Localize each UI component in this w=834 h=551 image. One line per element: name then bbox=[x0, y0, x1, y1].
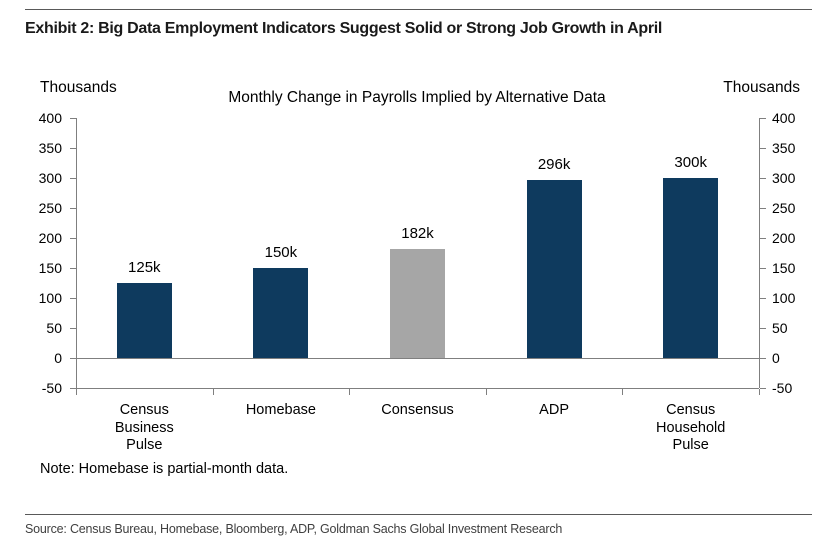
bar-value-label-census-household-pulse: 300k bbox=[674, 154, 707, 171]
bar-homebase bbox=[253, 268, 309, 358]
right-y-tickmark bbox=[760, 358, 766, 359]
bar-adp bbox=[526, 180, 582, 358]
left-y-tickmark bbox=[70, 208, 76, 209]
bar-census-household-pulse bbox=[663, 178, 719, 358]
y-tick-label-left: -50 bbox=[41, 380, 62, 396]
y-tick-label-right: 150 bbox=[772, 260, 796, 276]
y-tick-label-left: 300 bbox=[38, 170, 62, 186]
category-boundary-tick bbox=[485, 389, 487, 395]
left-y-tickmark bbox=[70, 358, 76, 359]
bar-value-label-consensus: 182k bbox=[401, 224, 434, 242]
left-y-tickmark bbox=[70, 148, 76, 149]
category-boundary-tick bbox=[76, 389, 77, 395]
category-label-adp: ADP bbox=[539, 402, 569, 418]
y-tick-label-right: 400 bbox=[772, 110, 796, 126]
right-y-axis-line bbox=[759, 118, 760, 388]
y-tick-label-left: 100 bbox=[38, 290, 62, 306]
right-y-tickmark bbox=[760, 388, 766, 389]
y-tick-label-right: 100 bbox=[772, 290, 796, 306]
y-tick-label-left: 50 bbox=[46, 320, 62, 336]
y-tick-label-left: 400 bbox=[38, 110, 62, 126]
category-boundary-tick bbox=[622, 389, 624, 395]
note-text: Note: Homebase is partial-month data. bbox=[40, 461, 289, 477]
exhibit-title: Exhibit 2: Big Data Employment Indicator… bbox=[25, 20, 663, 37]
category-boundary-tick bbox=[759, 389, 760, 395]
y-tick-label-left: 150 bbox=[38, 260, 62, 276]
chart-title: Monthly Change in Payrolls Implied by Al… bbox=[228, 89, 606, 106]
left-y-tickmark bbox=[70, 298, 76, 299]
category-label-consensus: Consensus bbox=[381, 402, 454, 418]
left-y-tickmark bbox=[70, 328, 76, 329]
left-y-axis-line bbox=[76, 118, 77, 388]
y-tick-label-right: -50 bbox=[772, 380, 793, 396]
right-y-tickmark bbox=[760, 298, 766, 299]
category-label-census-business-pulse: Census Business Pulse bbox=[114, 402, 174, 454]
left-y-tickmark bbox=[70, 118, 76, 119]
top-divider bbox=[25, 9, 812, 10]
y-tick-label-left: 0 bbox=[54, 350, 62, 366]
y-tick-label-right: 350 bbox=[772, 140, 796, 156]
right-y-tickmark bbox=[760, 208, 766, 209]
category-label-census-household-pulse: Census Household Pulse bbox=[656, 402, 726, 454]
y-tick-label-left: 350 bbox=[38, 140, 62, 156]
source-text: Source: Census Bureau, Homebase, Bloombe… bbox=[25, 522, 563, 536]
right-y-tickmark bbox=[760, 328, 766, 329]
bar-consensus bbox=[390, 248, 445, 358]
zero-baseline bbox=[76, 358, 759, 359]
category-boundary-tick bbox=[212, 389, 214, 395]
bar-value-label-adp: 296k bbox=[537, 156, 571, 174]
y-tick-label-right: 250 bbox=[772, 200, 796, 216]
right-y-tickmark bbox=[760, 118, 766, 119]
left-y-tickmark bbox=[70, 178, 76, 179]
y-tick-label-right: 0 bbox=[772, 350, 780, 366]
category-boundary-tick bbox=[349, 389, 351, 395]
bar-census-business-pulse bbox=[116, 283, 172, 358]
y-tick-label-right: 200 bbox=[772, 230, 796, 246]
right-y-tickmark bbox=[760, 148, 766, 149]
y-tick-label-right: 300 bbox=[772, 170, 796, 186]
bottom-divider bbox=[25, 514, 812, 515]
left-axis-unit-label: Thousands bbox=[40, 79, 117, 96]
category-label-homebase: Homebase bbox=[245, 402, 316, 418]
right-y-tickmark bbox=[760, 268, 766, 269]
y-tick-label-left: 250 bbox=[38, 200, 62, 216]
category-axis-line bbox=[76, 388, 759, 389]
right-y-tickmark bbox=[760, 238, 766, 239]
left-y-tickmark bbox=[70, 238, 76, 239]
bar-value-label-homebase: 150k bbox=[264, 244, 298, 261]
y-tick-label-right: 50 bbox=[772, 320, 788, 336]
left-y-tickmark bbox=[70, 388, 76, 389]
y-tick-label-left: 200 bbox=[38, 230, 62, 246]
right-axis-unit-label: Thousands bbox=[723, 79, 800, 96]
right-y-tickmark bbox=[760, 178, 766, 179]
left-y-tickmark bbox=[70, 268, 76, 269]
bar-value-label-census-business-pulse: 125k bbox=[128, 259, 161, 276]
